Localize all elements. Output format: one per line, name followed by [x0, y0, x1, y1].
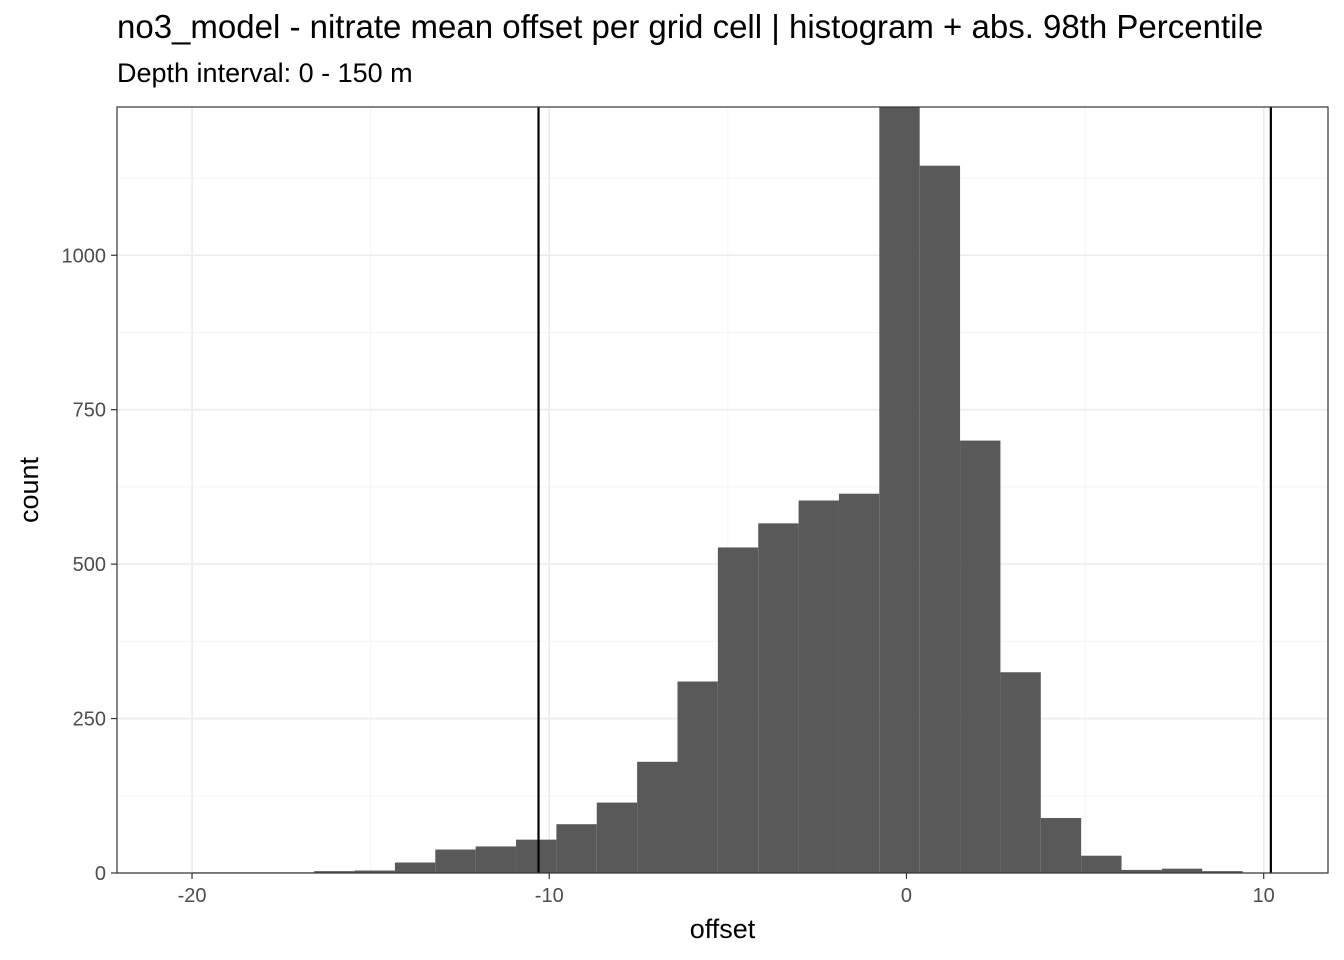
x-tick-label: -10: [535, 885, 564, 907]
histogram-bar: [1081, 855, 1122, 873]
chart-title: no3_model - nitrate mean offset per grid…: [117, 8, 1264, 45]
histogram-bar: [717, 547, 759, 873]
percentile-lines: [537, 107, 1272, 873]
histogram-bar: [1121, 869, 1162, 873]
histogram-bar: [677, 681, 718, 873]
histogram-bar: [879, 107, 920, 873]
y-tick-label: 0: [95, 863, 106, 885]
histogram-bar: [354, 870, 395, 873]
histogram-bar: [1161, 868, 1203, 873]
histogram-bar: [919, 165, 961, 873]
y-tick-label: 500: [73, 554, 106, 576]
histogram-bars: [193, 107, 1243, 873]
histogram-bar: [314, 871, 355, 873]
x-tick-label: 0: [901, 885, 912, 907]
y-axis-title: count: [14, 456, 44, 523]
x-axis-ticks: -20 -10 0 10: [178, 873, 1275, 907]
histogram-bar: [637, 761, 678, 873]
histogram-bar: [960, 440, 1001, 873]
histogram-bar: [838, 493, 880, 873]
histogram-bar: [1202, 871, 1243, 873]
histogram-bar: [596, 802, 638, 873]
y-axis-ticks: 0 250 500 750 1000: [62, 245, 117, 885]
y-tick-label: 750: [73, 400, 106, 422]
histogram-bar: [394, 862, 436, 873]
histogram-bar: [435, 849, 476, 873]
x-axis-title: offset: [690, 914, 756, 944]
histogram-bar: [1000, 672, 1041, 873]
histogram-bar: [758, 523, 799, 873]
panel-border: [116, 106, 1329, 874]
x-tick-label: -20: [178, 885, 207, 907]
histogram-bar: [516, 839, 557, 873]
histogram-bar: [798, 500, 839, 873]
y-tick-label: 1000: [62, 245, 107, 267]
chart-subtitle: Depth interval: 0 - 150 m: [117, 58, 413, 88]
histogram-bar: [1040, 818, 1082, 873]
y-tick-label: 250: [73, 709, 106, 731]
histogram-bar: [475, 846, 517, 873]
x-tick-label: 10: [1253, 885, 1275, 907]
histogram-bar: [556, 824, 597, 873]
